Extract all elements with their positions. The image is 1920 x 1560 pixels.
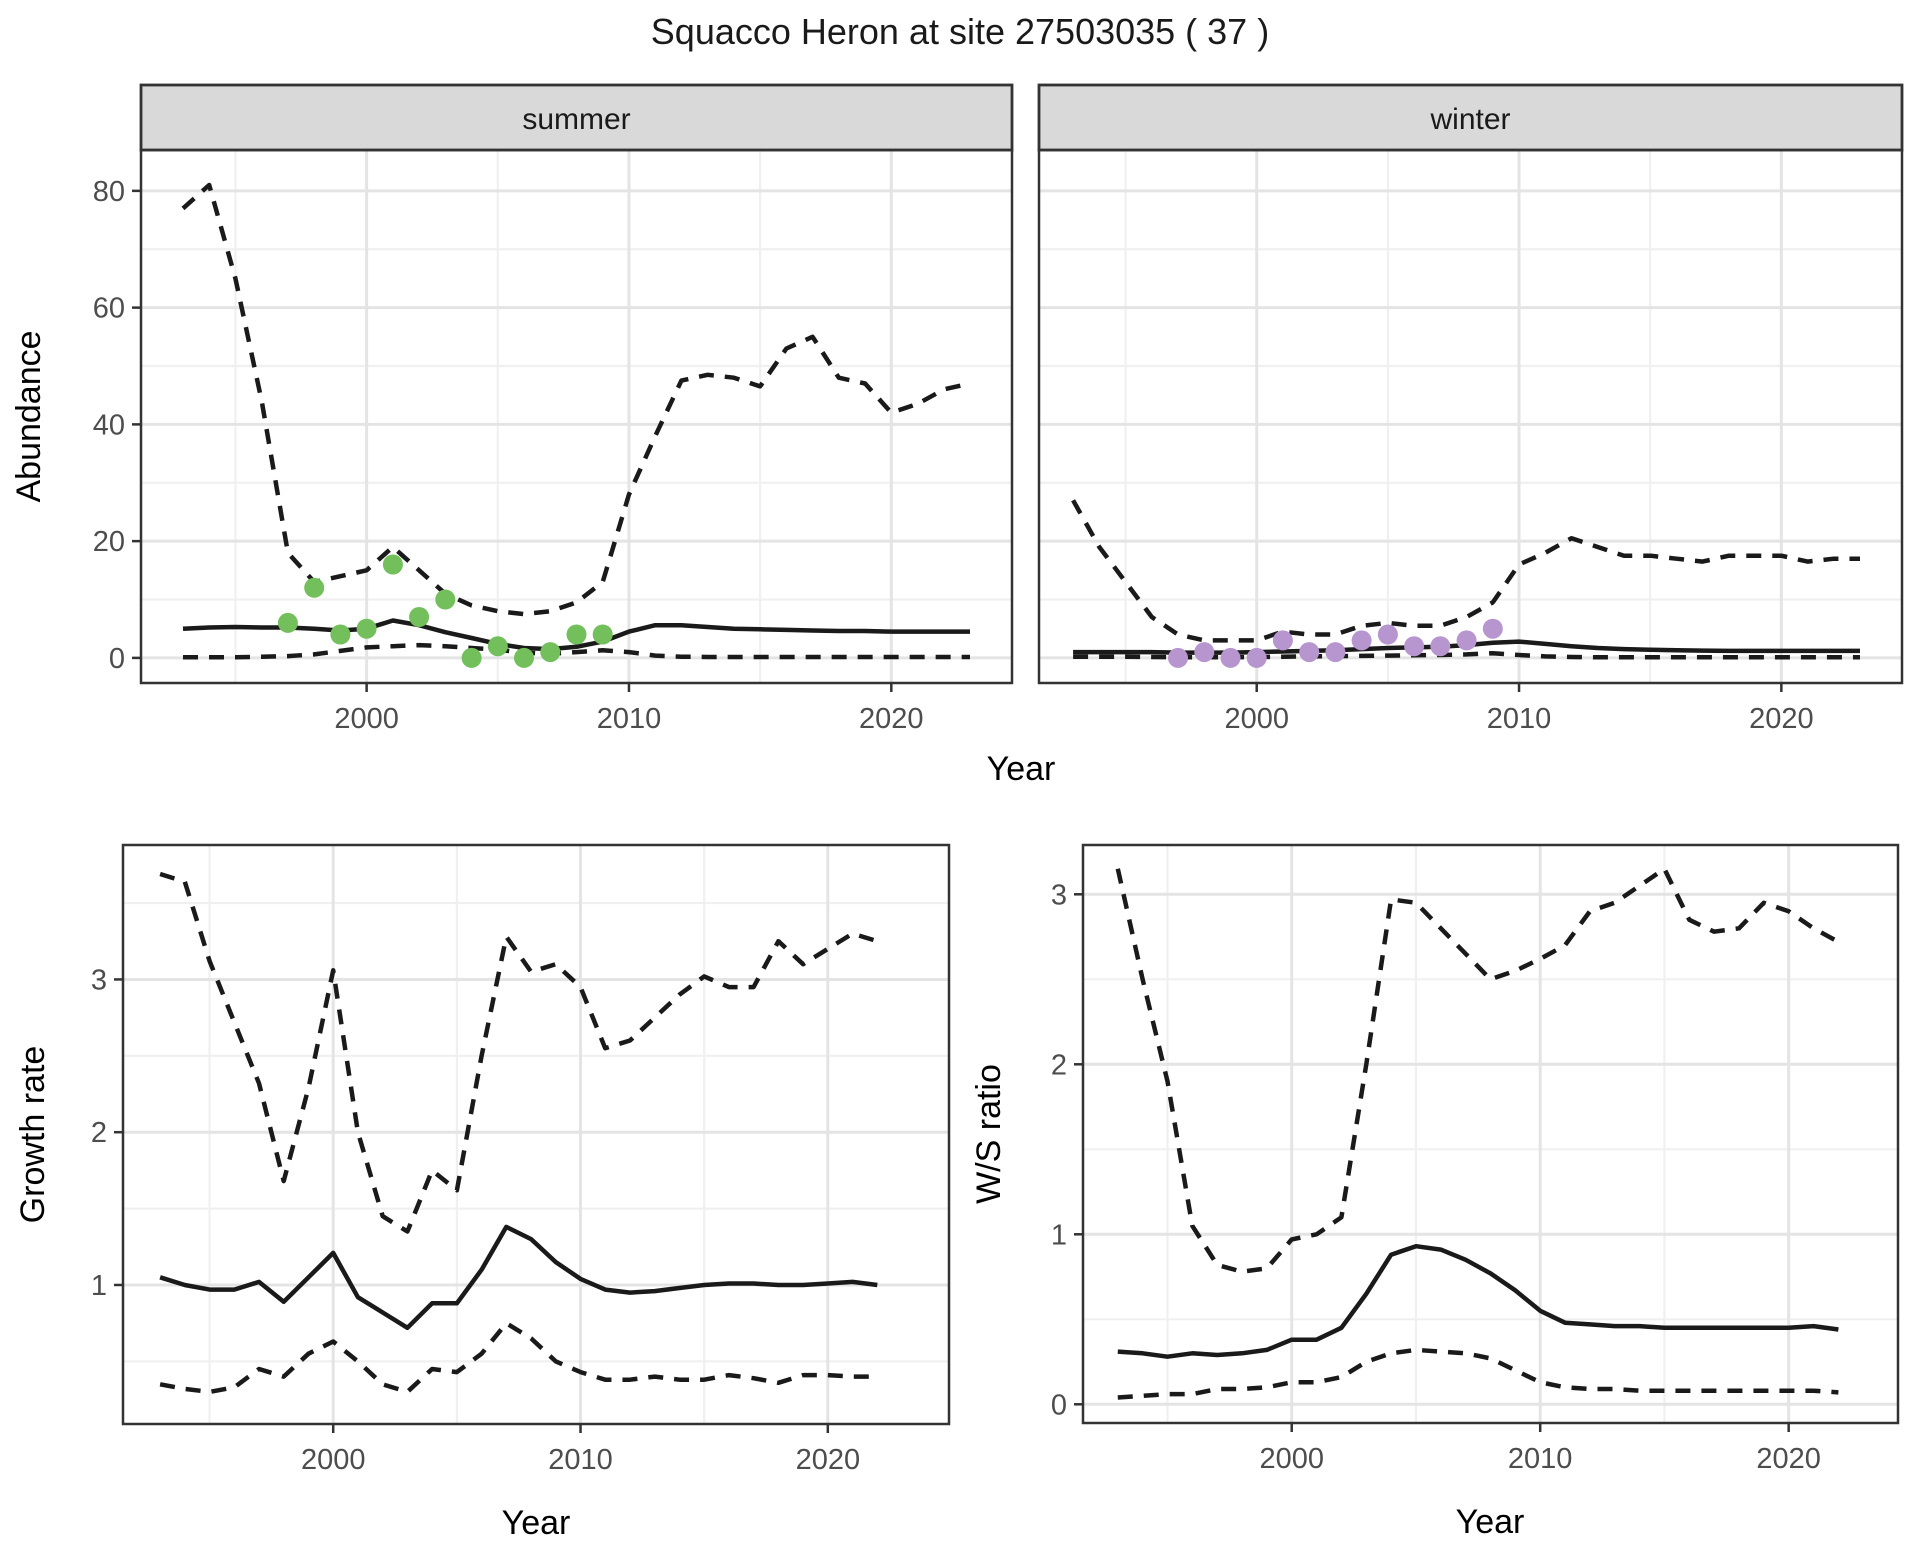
panel-background bbox=[1039, 150, 1902, 683]
x-tick-label: 2000 bbox=[301, 1444, 366, 1476]
panel-background bbox=[141, 150, 1012, 683]
observed-point bbox=[356, 618, 377, 639]
y-tick-label: 3 bbox=[1051, 879, 1067, 911]
x-tick-label: 2020 bbox=[1749, 703, 1814, 735]
observed-point bbox=[1377, 624, 1398, 645]
y-tick-label: 2 bbox=[91, 1117, 107, 1149]
series-upper_95ci-line bbox=[1115, 866, 1840, 1274]
x-tick-label: 2020 bbox=[1756, 1443, 1821, 1475]
x-axis-title: Year bbox=[1456, 1503, 1525, 1541]
observed-point bbox=[487, 636, 508, 657]
observed-point bbox=[461, 647, 482, 668]
x-tick-label: 2020 bbox=[796, 1444, 861, 1476]
y-tick-label: 20 bbox=[93, 526, 125, 558]
y-tick-label: 60 bbox=[93, 293, 125, 325]
x-tick-label: 2020 bbox=[859, 703, 924, 735]
observed-point bbox=[1325, 642, 1346, 663]
panel-abundance-summer: summer 2000 2010 2020 0 20 40 60 80 Abundance Year bbox=[10, 83, 1056, 788]
facet-strip bbox=[1037, 83, 1904, 152]
panel-background bbox=[123, 845, 949, 1424]
observed-point bbox=[592, 624, 613, 645]
observed-point bbox=[330, 624, 351, 645]
y-axis-title: W/S ratio bbox=[970, 1064, 1008, 1204]
chart-title: Squacco Heron at site 27503035 ( 37 ) bbox=[651, 11, 1269, 52]
y-tick-label: 0 bbox=[1051, 1389, 1067, 1421]
observed-point bbox=[277, 612, 298, 633]
x-axis-title: Year bbox=[987, 750, 1056, 788]
y-tick-label: 1 bbox=[1051, 1219, 1067, 1251]
x-tick-label: 2000 bbox=[1259, 1443, 1324, 1475]
observed-point bbox=[1404, 636, 1425, 657]
series-lower_95ci-line bbox=[183, 642, 970, 660]
x-tick-label: 2010 bbox=[1487, 703, 1552, 735]
observed-point bbox=[1482, 618, 1503, 639]
x-tick-label: 2010 bbox=[548, 1444, 613, 1476]
observed-point bbox=[409, 607, 430, 627]
panel-border bbox=[121, 843, 951, 1426]
y-axis-title: Growth rate bbox=[14, 1046, 52, 1224]
y-tick-label: 2 bbox=[1051, 1049, 1067, 1081]
series-upper_95ci-line bbox=[159, 871, 878, 1234]
series-median-line bbox=[1117, 1243, 1839, 1359]
y-tick-label: 80 bbox=[93, 176, 125, 208]
observed-point bbox=[1168, 647, 1188, 668]
observed-point bbox=[1194, 642, 1215, 663]
observed-point bbox=[1430, 636, 1451, 657]
series-median-line bbox=[159, 1224, 878, 1331]
panel-background bbox=[1083, 845, 1898, 1423]
facet-label: winter bbox=[1429, 103, 1510, 136]
observed-point bbox=[540, 642, 561, 663]
observed-point bbox=[1246, 647, 1267, 668]
y-axis-title: Abundance bbox=[10, 330, 48, 502]
observed-point bbox=[1220, 647, 1241, 668]
x-tick-label: 2000 bbox=[334, 703, 399, 735]
y-tick-label: 1 bbox=[91, 1270, 107, 1302]
observed-point bbox=[566, 624, 587, 645]
series-lower_95ci-line bbox=[159, 1320, 878, 1395]
x-tick-label: 2000 bbox=[1224, 703, 1289, 735]
observed-point bbox=[304, 577, 325, 598]
series-upper_95ci-line bbox=[1071, 499, 1860, 643]
y-tick-label: 3 bbox=[91, 964, 107, 996]
y-tick-label: 0 bbox=[109, 643, 125, 675]
facet-strip bbox=[139, 83, 1014, 152]
observed-point bbox=[382, 554, 403, 575]
panel-growth-rate: 2000 2010 2020 1 2 3 Growth rate Year bbox=[14, 843, 951, 1542]
x-axis-title: Year bbox=[502, 1504, 571, 1542]
facet-label: summer bbox=[522, 103, 630, 136]
observed-point bbox=[1272, 630, 1293, 651]
observed-point bbox=[1456, 630, 1477, 651]
series-median-line bbox=[182, 618, 970, 652]
panel-ws-ratio: 2000 2010 2020 0 1 2 3 W/S ratio Year bbox=[970, 843, 1900, 1541]
x-tick-label: 2010 bbox=[1508, 1443, 1573, 1475]
x-tick-label: 2010 bbox=[597, 703, 662, 735]
observed-point bbox=[1351, 630, 1372, 651]
observed-point bbox=[435, 589, 456, 610]
y-tick-label: 40 bbox=[93, 409, 125, 441]
panel-border bbox=[1081, 843, 1900, 1425]
series-lower_95ci-line bbox=[1117, 1347, 1839, 1400]
panel-abundance-winter: winter 2000 2010 2020 bbox=[1037, 83, 1904, 735]
observed-point bbox=[514, 647, 534, 668]
observed-point bbox=[1299, 642, 1320, 663]
